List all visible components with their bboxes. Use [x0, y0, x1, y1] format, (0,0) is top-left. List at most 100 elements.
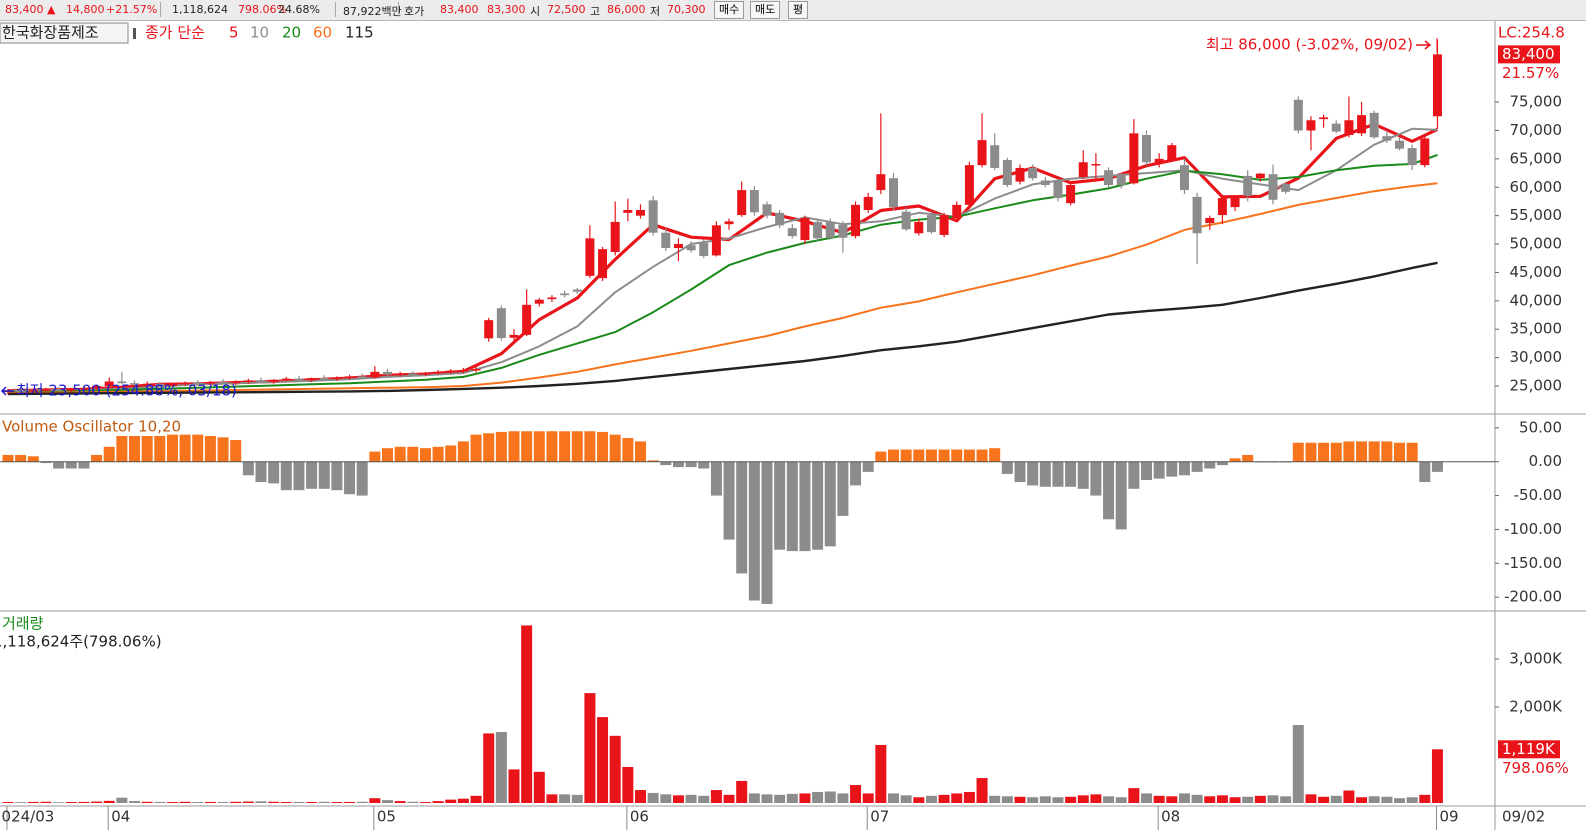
candle-body: [800, 217, 810, 241]
oscillator-bar: [419, 448, 431, 462]
oscillator-bar: [1356, 441, 1368, 462]
candle-body: [876, 174, 886, 191]
y-tick-label: 50,000: [1510, 235, 1563, 253]
candle-body: [155, 383, 165, 386]
candle-body: [1205, 217, 1215, 224]
oscillator-bar: [1027, 461, 1039, 486]
candle-body: [825, 221, 835, 238]
candle-body: [395, 373, 405, 376]
y-tick-label: 3,000K: [1509, 650, 1563, 668]
volume-bar: [888, 793, 899, 803]
candle-body: [345, 376, 355, 378]
oscillator-bar: [672, 461, 684, 468]
oscillator-bar: [875, 451, 887, 462]
candle-body: [357, 376, 367, 378]
candle-body: [787, 228, 797, 237]
candle-body: [130, 383, 139, 385]
oscillator-bar: [837, 461, 849, 516]
candle-body: [724, 221, 734, 225]
candle-body: [1217, 198, 1227, 216]
candle-body: [104, 381, 114, 387]
oscillator-bar: [1191, 461, 1203, 472]
toolbar-separator: [335, 2, 336, 17]
volume-bar: [419, 802, 431, 803]
oscillator-bar: [1065, 461, 1077, 487]
candle-body: [1382, 136, 1392, 141]
candle-body: [1154, 158, 1164, 163]
oscillator-bar: [1330, 442, 1342, 462]
oscillator-bar: [318, 461, 330, 489]
y-tick-label: 30,000: [1510, 348, 1563, 366]
toolbar-button[interactable]: 매도: [750, 1, 781, 19]
candle-body: [231, 381, 241, 384]
y-tick-label: -100.00: [1504, 520, 1562, 538]
oscillator-bar: [660, 461, 672, 466]
candle-body: [838, 224, 848, 238]
volume-bar: [1419, 794, 1431, 803]
volume-bar: [900, 795, 912, 803]
toolbar-item: 83,300: [487, 3, 526, 16]
oscillator-bar: [900, 449, 912, 462]
oscillator-bar: [2, 454, 14, 462]
oscillator-bar: [1077, 461, 1089, 489]
legend-marker: [133, 28, 136, 39]
legend-entry: 60: [313, 24, 332, 42]
volume-bar: [1141, 793, 1152, 803]
candle-body: [1319, 117, 1329, 120]
oscillator-bar: [812, 461, 824, 550]
toolbar-button[interactable]: 평: [788, 1, 809, 19]
panel-subtitle: 1,118,624주(798.06%): [0, 633, 162, 651]
oscillator-bar: [774, 461, 786, 550]
x-end-label: 09/02: [1502, 808, 1545, 826]
candle-body: [914, 221, 924, 234]
candle-body: [1344, 120, 1354, 136]
volume-bar: [53, 802, 65, 804]
toolbar-item: 798.06%: [238, 3, 287, 16]
oscillator-bar: [230, 440, 242, 462]
oscillator-bar: [622, 438, 634, 462]
candle-body: [737, 190, 747, 216]
volume-bar: [1027, 797, 1039, 803]
candle-body: [673, 244, 683, 249]
oscillator-bar: [521, 431, 533, 462]
volume-bar: [748, 793, 760, 803]
volume-bar: [1039, 796, 1051, 803]
oscillator-bar: [976, 449, 988, 462]
oscillator-bar: [129, 435, 140, 462]
candle-body: [585, 238, 595, 276]
last-price-marker: [1498, 45, 1560, 64]
volume-bar: [812, 791, 824, 803]
volume-bar: [1153, 795, 1165, 803]
candle-body: [269, 379, 279, 383]
candle-body: [572, 289, 582, 292]
legend-label: 종가 단순: [145, 24, 205, 42]
toolbar-item: +21.57%: [106, 3, 158, 16]
oscillator-bar: [331, 461, 343, 491]
x-tick-label: 05: [377, 808, 396, 826]
oscillator-bar: [1216, 461, 1228, 466]
oscillator-bar: [748, 461, 760, 601]
oscillator-bar: [1343, 441, 1355, 462]
candle-body: [901, 211, 911, 230]
panel-title: Volume Oscillator 10,20: [2, 418, 181, 436]
volume-bar: [1001, 796, 1013, 803]
candle-body: [1116, 175, 1126, 185]
candle-body: [813, 221, 823, 239]
volume-bar: [1204, 796, 1216, 803]
candle-body: [1306, 120, 1316, 131]
volume-bar: [179, 801, 191, 803]
oscillator-bar: [736, 461, 748, 574]
volume-bar: [116, 797, 128, 803]
oscillator-bar: [824, 461, 836, 547]
volume-bar: [230, 801, 242, 803]
volume-bar: [1103, 796, 1115, 803]
x-tick-label: 04: [111, 808, 130, 826]
volume-bar: [255, 801, 267, 803]
oscillator-bar: [1406, 442, 1418, 462]
toolbar-button[interactable]: 매수: [714, 1, 745, 19]
volume-bar: [584, 693, 596, 803]
volume-bar: [40, 801, 52, 803]
volume-bar: [268, 801, 280, 803]
volume-bar: [1280, 796, 1292, 803]
